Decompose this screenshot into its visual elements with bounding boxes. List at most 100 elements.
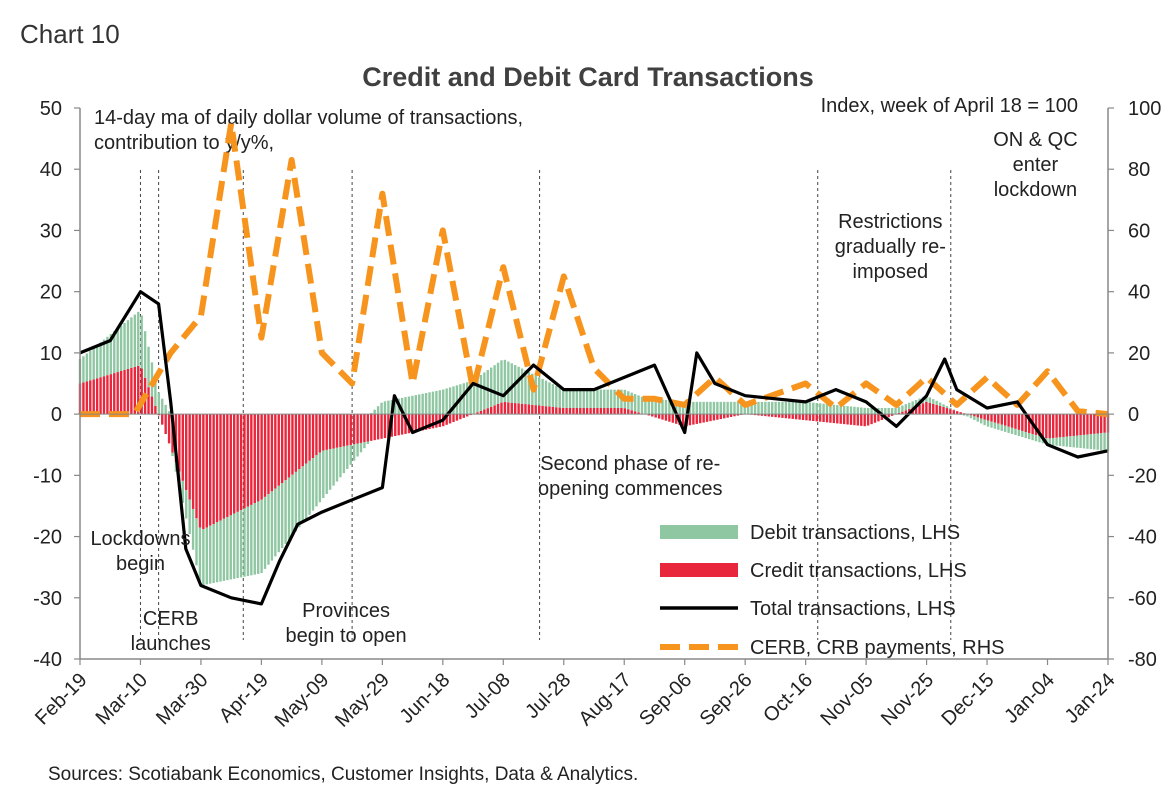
- debit-bar: [95, 345, 99, 379]
- credit-bar: [880, 414, 884, 420]
- debit-bar: [308, 460, 311, 515]
- credit-bar: [565, 407, 568, 415]
- debit-bar: [301, 466, 304, 524]
- credit-bar: [613, 407, 616, 415]
- annotation-5: Restrictions gradually re-imposed: [835, 211, 946, 283]
- x-axis-tick-label: Mar-30: [152, 669, 212, 729]
- x-axis-tick-label: Sep-06: [635, 669, 696, 730]
- debit-bar: [359, 442, 363, 453]
- debit-bar: [332, 448, 335, 486]
- credit-bar: [1051, 414, 1055, 439]
- credit-bar: [949, 409, 952, 415]
- credit-bar: [1041, 414, 1045, 438]
- credit-bar: [842, 414, 846, 425]
- credit-bar: [400, 414, 404, 435]
- credit-bar: [298, 414, 301, 470]
- debit-bar: [1007, 426, 1010, 433]
- debit-bar: [1017, 429, 1021, 437]
- debit-bar: [599, 389, 603, 408]
- debit-bar: [949, 407, 952, 410]
- credit-bar: [1038, 414, 1041, 437]
- credit-bar: [373, 414, 376, 441]
- debit-bar: [870, 407, 873, 415]
- annotation-line: enter: [1013, 154, 1059, 176]
- debit-bar: [647, 398, 651, 415]
- debit-bar: [119, 325, 123, 372]
- credit-bar: [1103, 414, 1106, 433]
- credit-bar: [435, 414, 438, 428]
- debit-bar: [1010, 427, 1014, 434]
- series-lines: [79, 120, 1109, 606]
- credit-bar: [243, 414, 246, 509]
- debit-bar: [901, 405, 904, 412]
- debit-bar: [411, 395, 414, 415]
- debit-bar: [243, 508, 246, 577]
- debit-bar: [1055, 437, 1058, 446]
- credit-bar: [548, 406, 551, 415]
- debit-bar: [349, 445, 352, 465]
- credit-bar: [339, 414, 342, 448]
- debit-bar: [853, 406, 856, 415]
- credit-bar: [500, 402, 503, 415]
- credit-bar: [311, 414, 315, 459]
- debit-bar: [544, 380, 548, 407]
- credit-bar: [304, 414, 308, 464]
- debit-bar: [747, 401, 750, 415]
- debit-bar: [784, 401, 788, 415]
- debit-bar: [1048, 438, 1051, 445]
- credit-bar: [630, 410, 633, 415]
- credit-bar: [428, 414, 431, 430]
- annotation-2: CERB launches: [131, 608, 211, 655]
- credit-bar: [866, 414, 870, 426]
- debit-bar: [928, 397, 932, 403]
- credit-bar: [1024, 414, 1027, 432]
- credit-bar: [1000, 414, 1003, 425]
- credit-bar: [376, 414, 380, 440]
- credit-bar: [178, 414, 181, 472]
- debit-bar: [462, 383, 465, 415]
- credit-bar: [798, 414, 801, 420]
- credit-bar: [832, 414, 836, 424]
- debit-bar: [304, 463, 308, 519]
- credit-bar: [770, 414, 774, 417]
- debit-bar: [603, 389, 606, 408]
- right-axis-tick-label: 100: [1128, 98, 1161, 120]
- debit-bar: [380, 402, 383, 415]
- debit-bar: [537, 377, 541, 406]
- credit-bar: [921, 403, 925, 415]
- debit-bar: [757, 401, 760, 415]
- debit-bar: [842, 405, 846, 415]
- debit-bar: [400, 397, 404, 415]
- debit-bar: [445, 388, 448, 415]
- debit-bar: [1038, 436, 1041, 443]
- debit-bar: [527, 371, 531, 405]
- credit-bar: [226, 414, 229, 518]
- legend-label-debit: Debit transactions, LHS: [750, 522, 960, 544]
- credit-bar: [568, 407, 572, 415]
- credit-bar: [620, 407, 623, 415]
- annotations: Lockdowns begin CERB launches Provinces begin…: [90, 129, 1077, 655]
- credit-bar: [167, 414, 171, 444]
- credit-bar: [558, 407, 561, 415]
- debit-bar: [541, 378, 544, 406]
- credit-bar: [359, 414, 363, 443]
- debit-bar: [904, 404, 908, 411]
- credit-bar: [633, 411, 637, 415]
- credit-bar: [791, 414, 794, 419]
- credit-bar: [493, 405, 496, 415]
- credit-bar: [1086, 414, 1089, 435]
- credit-bar: [164, 414, 167, 435]
- credit-bar: [986, 414, 990, 421]
- debit-bar: [253, 503, 256, 575]
- debit-bar: [1099, 433, 1103, 451]
- debit-bar: [753, 401, 757, 415]
- credit-bar: [123, 369, 126, 415]
- debit-bar: [935, 400, 938, 405]
- credit-bar: [709, 414, 712, 422]
- credit-bar: [85, 381, 89, 415]
- debit-bar: [284, 480, 287, 544]
- credit-bar: [291, 414, 294, 475]
- credit-bar: [585, 407, 589, 415]
- credit-bar: [873, 414, 877, 423]
- credit-bar: [274, 414, 277, 489]
